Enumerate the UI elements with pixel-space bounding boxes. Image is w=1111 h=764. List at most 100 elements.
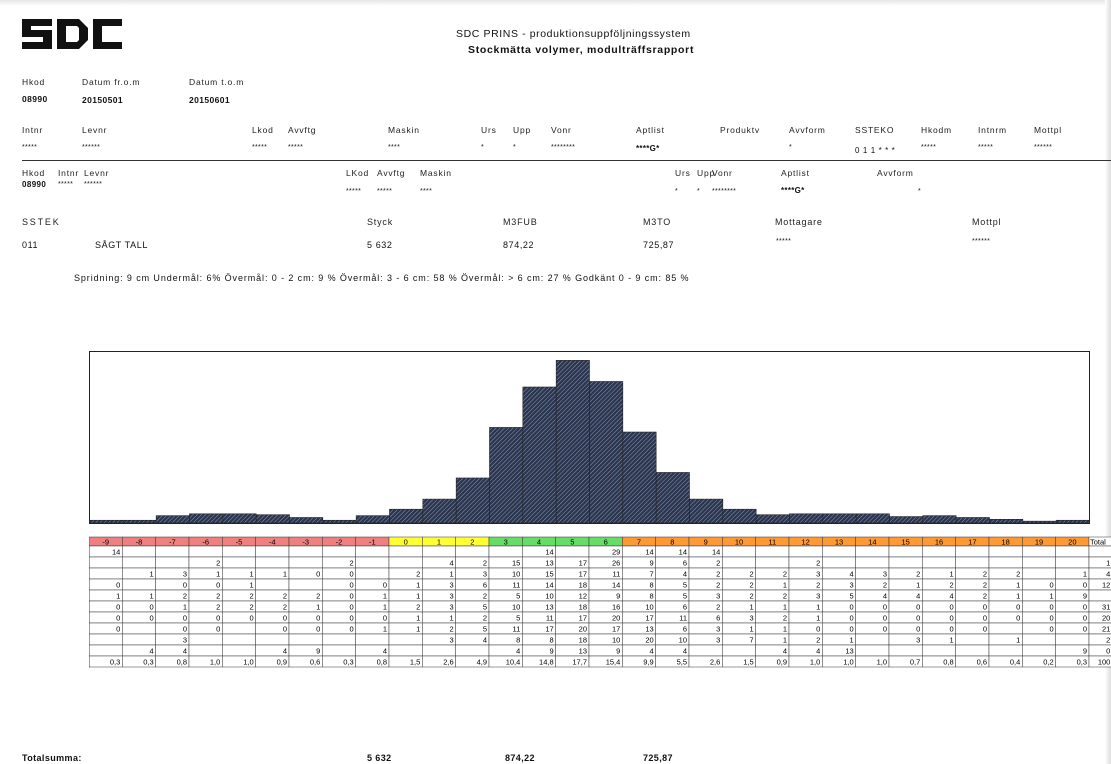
table-cell bbox=[89, 567, 123, 580]
table-cell bbox=[222, 622, 256, 635]
cell-value: 0 bbox=[1049, 625, 1053, 634]
cell-value: 17,7 bbox=[572, 658, 587, 667]
f1-value-hkodm: ***** bbox=[921, 144, 937, 151]
f1-label-upp: Upp bbox=[513, 125, 531, 135]
table-cell bbox=[722, 545, 756, 558]
cell-value: 0 bbox=[349, 592, 353, 601]
cell-value: 1 bbox=[449, 614, 453, 623]
cell-value: 0,3 bbox=[1077, 658, 1087, 667]
table-cell bbox=[955, 644, 990, 657]
cell-value: 3 bbox=[183, 570, 187, 579]
m3to-label: M3TO bbox=[643, 217, 672, 227]
cell-value: 6 bbox=[683, 625, 687, 634]
date-from-label: Datum fr.o.m bbox=[82, 77, 141, 87]
cell-value: 1 bbox=[949, 636, 953, 645]
table-cell bbox=[89, 556, 123, 569]
cell-value: 0 bbox=[316, 570, 320, 579]
cell-value: 1 bbox=[749, 603, 753, 612]
f1-value-mottpl: ****** bbox=[1034, 144, 1053, 151]
table-cell bbox=[355, 633, 390, 646]
header-label: 18 bbox=[1001, 538, 1009, 547]
header-label: -3 bbox=[302, 538, 309, 547]
cell-value: 0 bbox=[849, 625, 853, 634]
cell-value: 18 bbox=[579, 581, 587, 590]
cell-value: 10 bbox=[612, 636, 620, 645]
mottpl-label: Mottpl bbox=[972, 217, 1002, 227]
cell-value: 0,7 bbox=[910, 658, 920, 667]
cell-value: 1 bbox=[383, 603, 387, 612]
f2-value-avvform: * bbox=[918, 188, 922, 195]
cell-value: 0 bbox=[349, 603, 353, 612]
table-cell bbox=[488, 545, 523, 558]
total-header-label: Total bbox=[1090, 538, 1106, 547]
f1-value-lkod: ***** bbox=[252, 144, 268, 151]
table-cell bbox=[388, 556, 423, 569]
cell-value: 2 bbox=[283, 603, 287, 612]
cell-value: 7 bbox=[749, 636, 753, 645]
table-cell bbox=[422, 644, 456, 657]
f1-label-intnrm: Intnrm bbox=[978, 125, 1007, 135]
histogram-bar bbox=[1022, 520, 1057, 524]
cell-value: 14 bbox=[545, 581, 553, 590]
cell-value: 1 bbox=[1106, 559, 1110, 568]
f1-value-levnr: ****** bbox=[82, 144, 101, 151]
table-cell bbox=[355, 567, 390, 580]
table-cell bbox=[988, 622, 1023, 635]
cell-value: 20 bbox=[1102, 614, 1110, 623]
cell-value: 10,4 bbox=[506, 658, 521, 667]
f1-label-lkod: Lkod bbox=[252, 125, 274, 135]
cell-value: 4 bbox=[516, 647, 520, 656]
cell-value: 0,3 bbox=[143, 658, 153, 667]
cell-value: 8 bbox=[649, 581, 653, 590]
table-cell bbox=[1055, 633, 1090, 646]
cell-value: 4 bbox=[683, 570, 687, 579]
f2-value-hkod: 08990 bbox=[22, 180, 47, 189]
cell-value: 2 bbox=[816, 636, 820, 645]
histogram-bar bbox=[89, 519, 124, 524]
cell-value: 1,5 bbox=[410, 658, 420, 667]
cell-value: 2 bbox=[716, 559, 720, 568]
f1-value-avvftg: ***** bbox=[288, 144, 304, 151]
cell-value: 1 bbox=[249, 581, 253, 590]
cell-value: 1 bbox=[216, 570, 220, 579]
cell-value: 12 bbox=[1102, 581, 1110, 590]
cell-value: 0 bbox=[283, 614, 287, 623]
cell-value: 0 bbox=[383, 614, 387, 623]
totalsumma-m3fub: 874,22 bbox=[505, 753, 535, 763]
cell-value: 2 bbox=[216, 603, 220, 612]
cell-value: 2 bbox=[783, 570, 787, 579]
cell-value: 2 bbox=[449, 625, 453, 634]
histogram-bar bbox=[655, 472, 690, 524]
cell-value: 0,9 bbox=[277, 658, 287, 667]
cell-value: 0 bbox=[916, 614, 920, 623]
cell-value: 0 bbox=[216, 581, 220, 590]
cell-value: 8 bbox=[516, 636, 520, 645]
cell-value: 14,8 bbox=[539, 658, 554, 667]
histogram-bar bbox=[689, 498, 724, 524]
cell-value: 11 bbox=[613, 570, 621, 579]
cell-value: 1 bbox=[416, 625, 420, 634]
cell-value: 1,5 bbox=[743, 658, 753, 667]
table-cell bbox=[888, 644, 923, 657]
cell-value: 20 bbox=[579, 625, 587, 634]
filter-divider bbox=[22, 160, 1111, 161]
cell-value: 2 bbox=[483, 559, 487, 568]
table-cell bbox=[1088, 589, 1111, 602]
f2-value-upp: * bbox=[697, 188, 701, 195]
table-cell bbox=[89, 633, 123, 646]
cell-value: 3 bbox=[716, 592, 720, 601]
cell-value: 1 bbox=[249, 570, 253, 579]
table-cell bbox=[255, 556, 290, 569]
cell-value: 11 bbox=[679, 614, 687, 623]
cell-value: 5 bbox=[849, 592, 853, 601]
f2-value-vonr: ******** bbox=[712, 188, 737, 195]
cell-value: 1 bbox=[149, 570, 153, 579]
cell-value: 1 bbox=[416, 581, 420, 590]
histogram-bar bbox=[522, 386, 557, 524]
cell-value: 4 bbox=[883, 592, 887, 601]
cell-value: 0 bbox=[116, 625, 120, 634]
cell-value: 8 bbox=[549, 636, 553, 645]
cell-value: 16 bbox=[612, 603, 620, 612]
cell-value: 0 bbox=[949, 614, 953, 623]
table-cell bbox=[922, 644, 956, 657]
